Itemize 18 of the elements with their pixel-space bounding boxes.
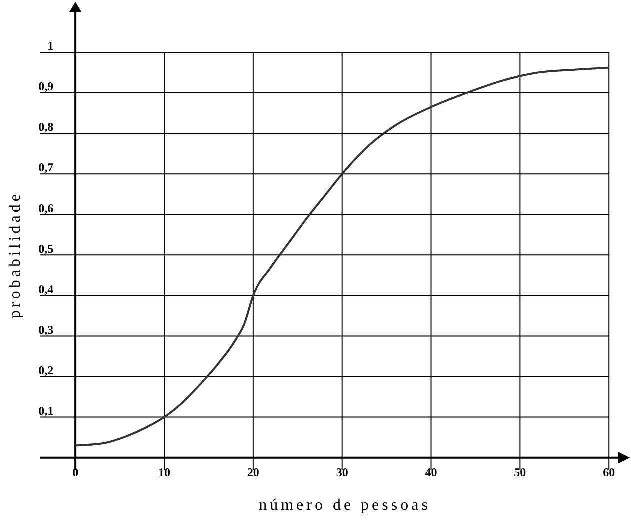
x-tick-label: 40: [425, 465, 438, 480]
y-tick-label: 1: [48, 39, 54, 54]
x-tick-label: 60: [603, 465, 616, 480]
x-tick-label: 30: [336, 465, 348, 480]
y-tick-label: 0,2: [38, 363, 54, 378]
y-tick-label: 0,3: [38, 322, 54, 337]
y-tick-label: 0,5: [38, 242, 54, 256]
x-tick-label: 10: [158, 465, 170, 480]
y-axis-title: probabilidade: [7, 192, 24, 318]
y-tick-label: 0,1: [38, 404, 54, 418]
y-tick-label: 0,6: [38, 201, 54, 216]
x-axis-title: número de pessoas: [259, 497, 431, 514]
y-tick-label: 0,9: [38, 80, 54, 94]
y-tick-label: 0,4: [38, 282, 54, 296]
x-tick-label: 50: [514, 465, 526, 480]
y-tick-label: 0,8: [38, 120, 54, 134]
y-tick-label: 0,7: [38, 160, 54, 175]
x-tick-label: 20: [247, 465, 260, 480]
